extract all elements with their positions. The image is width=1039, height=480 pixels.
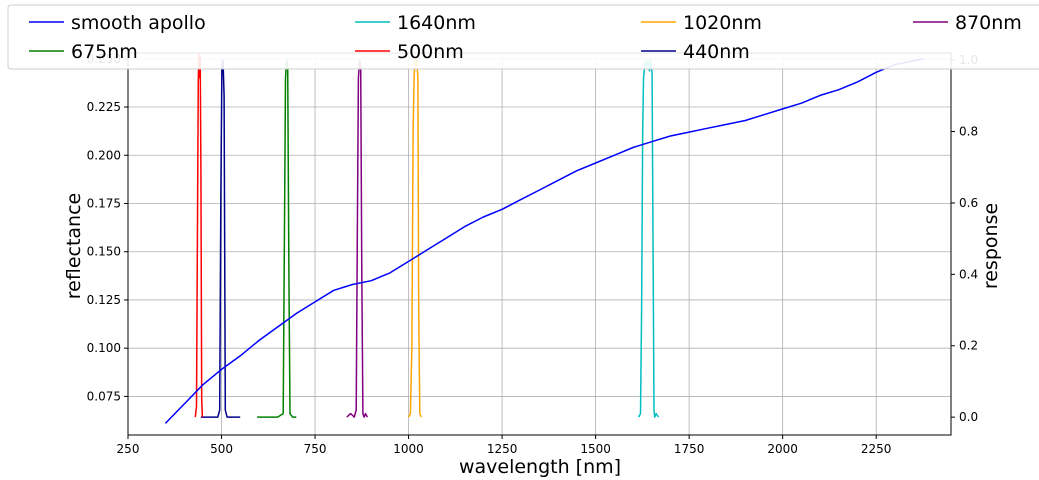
legend-label: 440nm (683, 41, 750, 63)
y2-axis-label: response (980, 203, 1002, 289)
y2-tick-label: 0.0 (959, 410, 978, 424)
legend-label: 1020nm (683, 12, 762, 34)
x-tick-label: 250 (117, 442, 140, 456)
x-tick-label: 750 (304, 442, 327, 456)
x-tick-label: 2000 (767, 442, 798, 456)
y-tick-label: 0.200 (87, 148, 121, 162)
x-axis-label: wavelength [nm] (459, 456, 621, 478)
x-ticks: 250 500 750 1000 1250 1500 1750 2000 2250 (117, 435, 892, 456)
y2-tick-label: 0.4 (959, 267, 978, 281)
x-tick-label: 2250 (861, 442, 892, 456)
y-axis-label: reflectance (63, 193, 85, 299)
series-line-smooth-apollo (164, 58, 925, 424)
y2-tick-label: 0.8 (959, 125, 978, 139)
x-tick-label: 1750 (674, 442, 705, 456)
y2-ticks: 0.00.20.40.60.81.0 (951, 53, 978, 424)
x-tick-label: 1250 (487, 442, 518, 456)
y-tick-label: 0.075 (87, 389, 121, 403)
legend-label: smooth apollo (71, 12, 206, 34)
y-tick-label: 0.175 (87, 196, 121, 210)
legend-box (7, 4, 1039, 70)
legend: smooth apollo 1640nm 1020nm 870nm 675nm 500nm… (7, 4, 1039, 70)
y-tick-label: 0.125 (87, 293, 121, 307)
legend-label: 870nm (955, 12, 1022, 34)
x-tick-label: 1000 (393, 442, 424, 456)
y2-tick-label: 0.6 (959, 196, 978, 210)
legend-label: 1640nm (397, 12, 476, 34)
y2-tick-label: 0.2 (959, 339, 978, 353)
y-tick-label: 0.150 (87, 245, 121, 259)
legend-label: 675nm (71, 41, 138, 63)
plot-background (128, 53, 951, 435)
y-tick-label: 0.100 (87, 341, 121, 355)
x-tick-label: 500 (210, 442, 233, 456)
y-tick-label: 0.225 (87, 100, 121, 114)
x-tick-label: 1500 (580, 442, 611, 456)
legend-label: 500nm (397, 41, 464, 63)
